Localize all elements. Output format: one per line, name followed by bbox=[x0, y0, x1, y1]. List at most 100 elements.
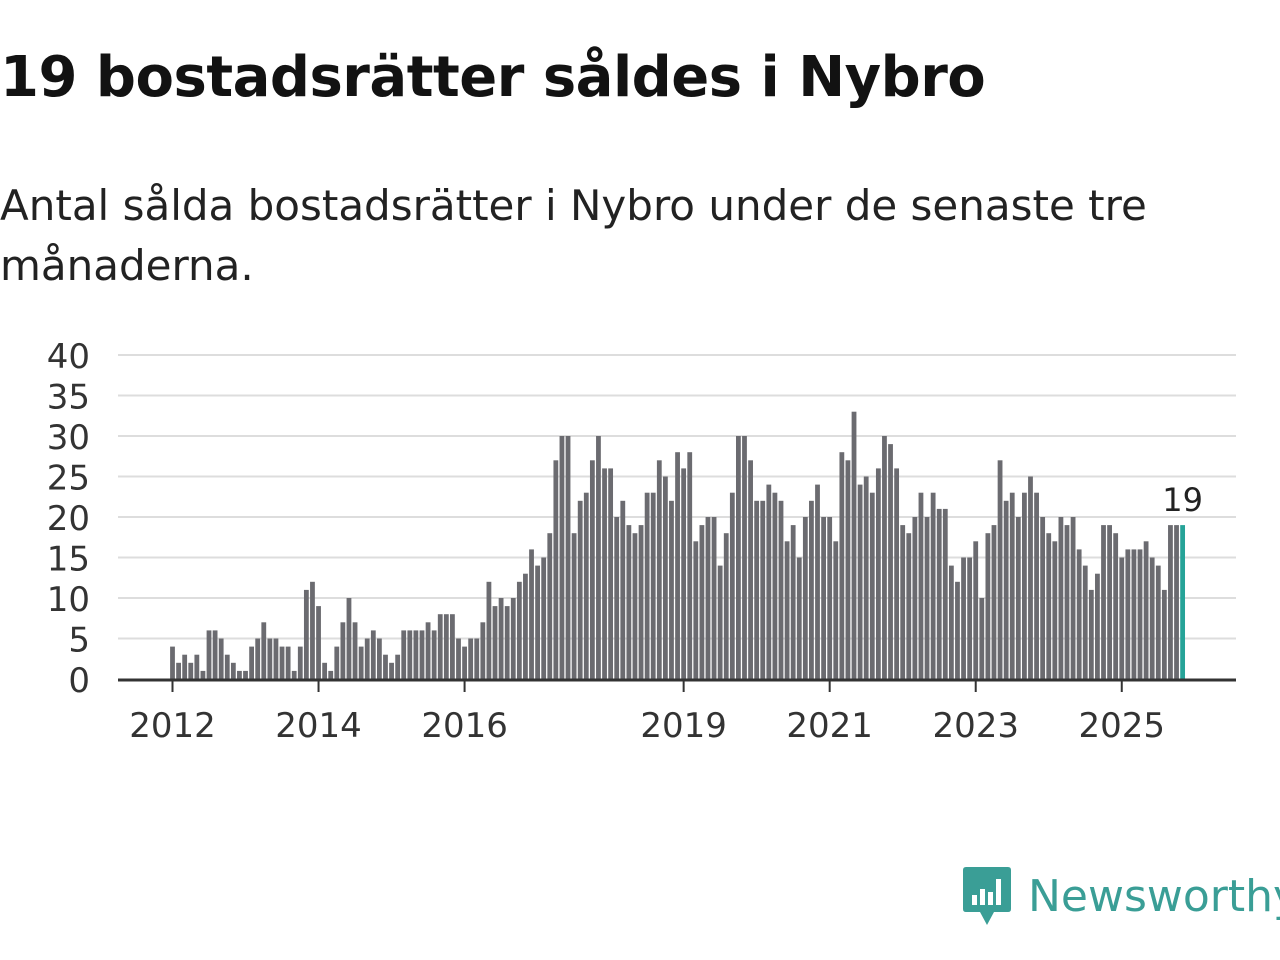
bar bbox=[310, 581, 315, 679]
bar bbox=[693, 541, 699, 679]
bar bbox=[188, 662, 194, 679]
x-tick-label: 2014 bbox=[275, 706, 362, 746]
bar bbox=[754, 500, 760, 679]
bar bbox=[285, 646, 291, 679]
y-tick-label: 0 bbox=[68, 661, 90, 701]
bar bbox=[510, 598, 516, 679]
bar bbox=[723, 533, 729, 679]
bar bbox=[778, 500, 784, 679]
bar bbox=[930, 492, 936, 679]
bar bbox=[626, 525, 632, 679]
bar bbox=[383, 654, 388, 679]
bar bbox=[291, 670, 297, 679]
bar bbox=[1076, 549, 1082, 679]
bar bbox=[821, 517, 826, 679]
bar bbox=[571, 533, 577, 679]
bar bbox=[1149, 557, 1155, 679]
bar bbox=[547, 533, 553, 679]
bar bbox=[358, 646, 364, 679]
bar bbox=[997, 460, 1003, 679]
bar bbox=[906, 533, 912, 679]
bar bbox=[1137, 549, 1143, 679]
bar bbox=[900, 525, 906, 679]
bar bbox=[279, 646, 285, 679]
bar bbox=[376, 638, 382, 679]
bar bbox=[486, 581, 492, 679]
bar bbox=[924, 517, 930, 679]
bar bbox=[389, 662, 394, 679]
bar bbox=[650, 492, 656, 679]
bar bbox=[401, 630, 407, 679]
bar bbox=[1022, 492, 1027, 679]
bar bbox=[176, 662, 181, 679]
bar bbox=[395, 654, 401, 679]
bar bbox=[736, 436, 741, 679]
bar bbox=[1046, 533, 1052, 679]
bar bbox=[431, 630, 437, 679]
bar bbox=[583, 492, 589, 679]
bar bbox=[364, 638, 370, 679]
bar bbox=[1143, 541, 1149, 679]
bar bbox=[748, 460, 753, 679]
bar bbox=[790, 525, 796, 679]
bar bbox=[882, 436, 887, 679]
bar bbox=[480, 622, 486, 679]
y-tick-label: 30 bbox=[47, 418, 90, 458]
y-tick-label: 40 bbox=[47, 337, 90, 377]
bar bbox=[1003, 500, 1009, 679]
bar bbox=[194, 654, 200, 679]
bar bbox=[553, 460, 559, 679]
bar bbox=[815, 484, 820, 679]
bar bbox=[991, 525, 997, 679]
bar bbox=[1107, 525, 1112, 679]
bar bbox=[644, 492, 650, 679]
bar bbox=[961, 557, 966, 679]
bar bbox=[1034, 492, 1039, 679]
bar bbox=[370, 630, 376, 679]
bar bbox=[918, 492, 924, 679]
bar bbox=[1161, 589, 1167, 679]
y-tick-label: 5 bbox=[68, 621, 90, 661]
latest-value-label: 19 bbox=[1162, 481, 1203, 519]
bar bbox=[608, 468, 614, 679]
bar bbox=[450, 614, 455, 679]
bar bbox=[261, 622, 267, 679]
bar bbox=[1040, 517, 1046, 679]
bar bbox=[681, 468, 687, 679]
bar bbox=[218, 638, 224, 679]
x-tick-label: 2021 bbox=[786, 706, 873, 746]
bar bbox=[662, 476, 668, 679]
bar bbox=[948, 565, 954, 679]
x-tick-label: 2023 bbox=[932, 706, 1019, 746]
bar bbox=[839, 452, 845, 679]
bar bbox=[827, 517, 833, 679]
bar bbox=[602, 468, 607, 679]
bar bbox=[1082, 565, 1088, 679]
bar bbox=[474, 638, 480, 679]
bar bbox=[851, 411, 857, 679]
bar bbox=[802, 517, 808, 679]
bar bbox=[1095, 573, 1100, 679]
bar bbox=[1015, 517, 1021, 679]
bar bbox=[985, 533, 991, 679]
bar bbox=[705, 517, 711, 679]
bar bbox=[1052, 541, 1058, 679]
bar bbox=[863, 476, 869, 679]
bar bbox=[468, 638, 474, 679]
bar bbox=[656, 460, 662, 679]
bar bbox=[796, 557, 802, 679]
bar bbox=[504, 606, 510, 679]
bar bbox=[687, 452, 693, 679]
bar-highlight bbox=[1180, 525, 1186, 679]
x-tick-label: 2019 bbox=[640, 706, 727, 746]
bar bbox=[973, 541, 979, 679]
bar bbox=[577, 500, 583, 679]
bar bbox=[869, 492, 875, 679]
bar bbox=[456, 638, 461, 679]
bar bbox=[267, 638, 273, 679]
bar bbox=[492, 606, 498, 679]
bar bbox=[498, 598, 504, 679]
bar bbox=[297, 646, 303, 679]
bar bbox=[675, 452, 680, 679]
bar bbox=[669, 500, 674, 679]
